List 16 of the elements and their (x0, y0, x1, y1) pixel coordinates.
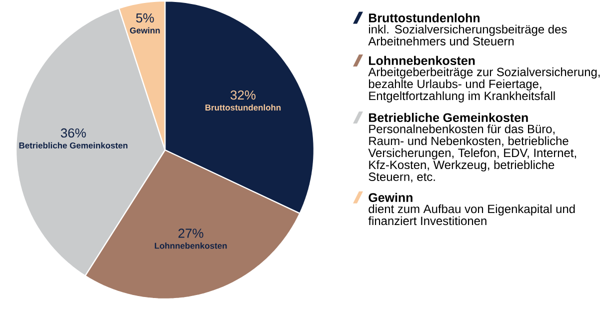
text: Personalnebenkosten für das Büro, Raum- und Nebenkosten, betriebliche Versicherungen, Telefon, EDV, Internet, Kfz-Kosten, Werkzeug, betriebliche Steuern, etc. (368, 124, 576, 182)
text: Arbeitgeberbeiträge zur Sozialversicherung, bezahlte Urlaubs- und Feiertage, Entgeltfortzahlung im Krankheitsfall (368, 67, 600, 102)
slice-label: Bruttostundenlohn (205, 104, 281, 111)
legend-label: Gewinn (368, 192, 412, 202)
slice-label: Betriebliche Gemeinkosten (19, 142, 128, 148)
data-label: 5% (136, 13, 154, 23)
data-label: 36% (60, 128, 86, 138)
data-label: 32% (230, 90, 256, 100)
legend-label: Lohnnebenkosten (369, 56, 475, 66)
text: inkl. Sozialversicherungsbeiträge des Arbeitnehmers und Steuern (368, 24, 567, 46)
slice-label: Gewinn (130, 27, 160, 34)
legend-label: Bruttostundenlohn (369, 13, 480, 22)
slice-label: Lohnnebenkosten (154, 242, 227, 249)
legend-label: Betriebliche Gemeinkosten (369, 112, 528, 122)
data-label: 27% (178, 228, 204, 238)
text: dient zum Aufbau von Eigenkapital und finanziert Investitionen (368, 204, 575, 226)
